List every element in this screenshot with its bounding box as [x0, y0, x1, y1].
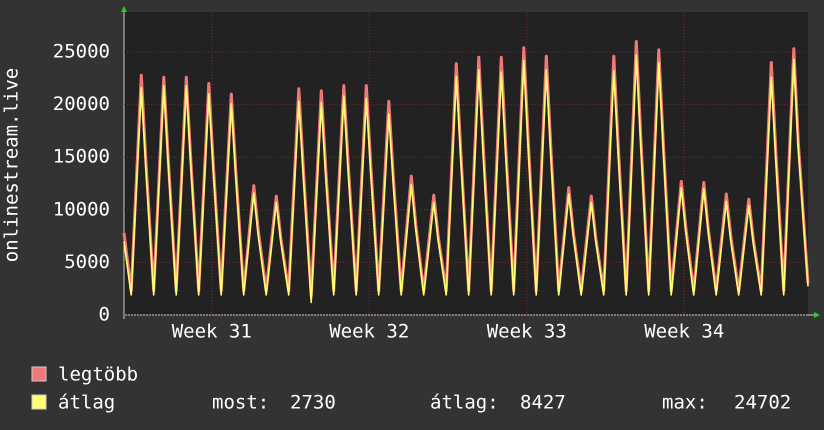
x-tick-label: Week 32 — [329, 321, 409, 343]
legend-label: átlag — [58, 392, 115, 414]
y-arrow — [121, 6, 127, 12]
stat-value: 24702 — [734, 392, 791, 414]
y-tick-label: 0 — [99, 304, 110, 326]
stat-label: átlag: — [430, 392, 499, 414]
stat-value: 2730 — [290, 392, 336, 414]
y-axis-label: onlinestream.live — [1, 68, 23, 262]
x-tick-label: Week 33 — [487, 321, 567, 343]
stat-label: most: — [212, 392, 269, 414]
x-tick-label: Week 34 — [644, 321, 724, 343]
y-tick-label: 20000 — [53, 93, 110, 115]
stat-label: max: — [662, 392, 708, 414]
y-tick-label: 25000 — [53, 40, 110, 62]
y-tick-label: 5000 — [64, 251, 110, 273]
marks — [122, 12, 810, 316]
x-arrow — [814, 312, 820, 318]
legend-swatch — [31, 394, 47, 410]
legend-label: legtöbb — [58, 364, 138, 386]
stat-value: 8427 — [520, 392, 566, 414]
y-tick-label: 15000 — [53, 146, 110, 168]
y-tick-label: 10000 — [53, 198, 110, 220]
legend-swatch — [31, 366, 47, 382]
series-line — [123, 54, 809, 304]
x-tick-label: Week 31 — [172, 321, 252, 343]
